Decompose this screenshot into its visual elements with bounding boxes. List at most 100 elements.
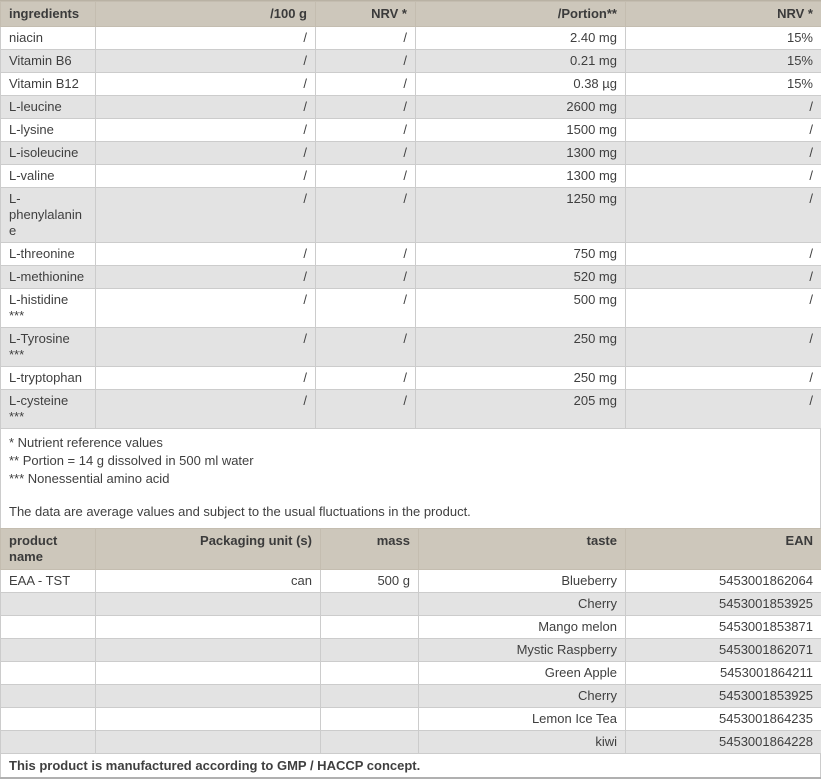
table-cell bbox=[321, 731, 419, 754]
footnote-nonessential: *** Nonessential amino acid bbox=[9, 470, 812, 488]
table-row: L-threonine//750 mg/ bbox=[1, 243, 821, 266]
table-cell: 5453001853925 bbox=[626, 593, 821, 616]
table-cell: 1250 mg bbox=[416, 188, 626, 243]
table-cell: / bbox=[96, 142, 316, 165]
table-cell: / bbox=[316, 266, 416, 289]
table-cell: / bbox=[316, 289, 416, 328]
table-cell: 5453001864228 bbox=[626, 731, 821, 754]
table-cell: / bbox=[316, 27, 416, 50]
table-cell: L-tryptophan bbox=[1, 367, 96, 390]
column-header: mass bbox=[321, 529, 419, 570]
table-cell: / bbox=[626, 266, 821, 289]
table-cell: 0.21 mg bbox=[416, 50, 626, 73]
table-cell: 750 mg bbox=[416, 243, 626, 266]
table-cell: / bbox=[316, 243, 416, 266]
column-header: ingredients bbox=[1, 2, 96, 27]
table-cell: L-phenylalanine bbox=[1, 188, 96, 243]
gmp-haccp-note: This product is manufactured according t… bbox=[0, 754, 821, 777]
table-cell bbox=[96, 616, 321, 639]
table-cell: EAA - TST bbox=[1, 570, 96, 593]
table-row: L-isoleucine//1300 mg/ bbox=[1, 142, 821, 165]
table-cell: / bbox=[96, 165, 316, 188]
table-cell: niacin bbox=[1, 27, 96, 50]
table-cell bbox=[96, 639, 321, 662]
table-row: L-phenylalanine//1250 mg/ bbox=[1, 188, 821, 243]
table-cell: Mystic Raspberry bbox=[419, 639, 626, 662]
table-row: L-lysine//1500 mg/ bbox=[1, 119, 821, 142]
table-row: L-Tyrosine ***//250 mg/ bbox=[1, 328, 821, 367]
table-cell: 250 mg bbox=[416, 367, 626, 390]
table-cell bbox=[96, 593, 321, 616]
table-cell bbox=[321, 616, 419, 639]
table-cell: / bbox=[96, 266, 316, 289]
table-cell: / bbox=[96, 50, 316, 73]
table-cell: 0.38 µg bbox=[416, 73, 626, 96]
table-cell: L-lysine bbox=[1, 119, 96, 142]
table-cell bbox=[1, 593, 96, 616]
table-cell: 1300 mg bbox=[416, 165, 626, 188]
table-cell: 15% bbox=[626, 27, 821, 50]
table-cell: Blueberry bbox=[419, 570, 626, 593]
table-cell: / bbox=[96, 188, 316, 243]
table-cell: L-leucine bbox=[1, 96, 96, 119]
table-cell bbox=[321, 639, 419, 662]
table-cell: 15% bbox=[626, 73, 821, 96]
column-header: NRV * bbox=[316, 2, 416, 27]
table-cell: / bbox=[96, 27, 316, 50]
column-header: product name bbox=[1, 529, 96, 570]
table-cell: L-isoleucine bbox=[1, 142, 96, 165]
table-cell: 500 mg bbox=[416, 289, 626, 328]
table-cell: 15% bbox=[626, 50, 821, 73]
table-cell bbox=[1, 708, 96, 731]
table-cell: 5453001853871 bbox=[626, 616, 821, 639]
table-cell bbox=[96, 731, 321, 754]
table-row: L-tryptophan//250 mg/ bbox=[1, 367, 821, 390]
table-row: L-methionine//520 mg/ bbox=[1, 266, 821, 289]
table-cell bbox=[321, 685, 419, 708]
table-cell: L-methionine bbox=[1, 266, 96, 289]
table-cell: / bbox=[626, 243, 821, 266]
table-cell bbox=[321, 593, 419, 616]
table-cell: / bbox=[626, 188, 821, 243]
table-row: L-valine//1300 mg/ bbox=[1, 165, 821, 188]
table-cell: Vitamin B12 bbox=[1, 73, 96, 96]
column-header: NRV * bbox=[626, 2, 821, 27]
table-cell: / bbox=[626, 142, 821, 165]
table-cell: kiwi bbox=[419, 731, 626, 754]
table-cell bbox=[96, 708, 321, 731]
table-cell: 1300 mg bbox=[416, 142, 626, 165]
table-cell bbox=[96, 662, 321, 685]
table-cell: / bbox=[96, 96, 316, 119]
table-cell: L-threonine bbox=[1, 243, 96, 266]
table-cell: / bbox=[316, 119, 416, 142]
table-cell: 250 mg bbox=[416, 328, 626, 367]
table-row: L-leucine//2600 mg/ bbox=[1, 96, 821, 119]
table-cell bbox=[1, 639, 96, 662]
table-cell: / bbox=[626, 289, 821, 328]
table-cell: / bbox=[96, 367, 316, 390]
table-cell: / bbox=[626, 367, 821, 390]
table-cell: L-valine bbox=[1, 165, 96, 188]
table-cell: Green Apple bbox=[419, 662, 626, 685]
table-cell: / bbox=[96, 289, 316, 328]
table-cell: 5453001862064 bbox=[626, 570, 821, 593]
table-cell: / bbox=[626, 165, 821, 188]
table-cell: 2600 mg bbox=[416, 96, 626, 119]
column-header: taste bbox=[419, 529, 626, 570]
table-cell bbox=[96, 685, 321, 708]
table-cell: / bbox=[626, 328, 821, 367]
column-header: /Portion** bbox=[416, 2, 626, 27]
column-header: /100 g bbox=[96, 2, 316, 27]
table-cell bbox=[1, 731, 96, 754]
table-cell: 5453001862071 bbox=[626, 639, 821, 662]
